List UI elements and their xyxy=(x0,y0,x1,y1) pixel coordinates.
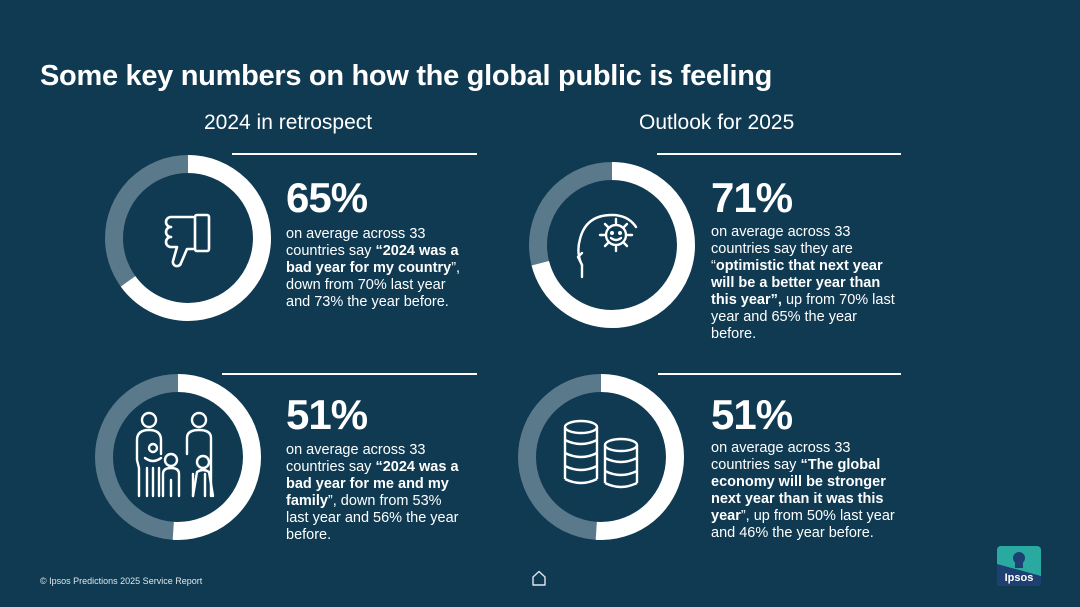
divider-rule xyxy=(657,153,901,155)
percent-value: 71% xyxy=(711,174,793,221)
description-text: before. xyxy=(711,326,757,342)
description-line: last year and 56% the year xyxy=(286,510,459,527)
description-line: bad year for me and my xyxy=(286,476,459,493)
description-line: year”, up from 50% last year xyxy=(711,508,895,525)
description-line: countries say they are xyxy=(711,241,895,258)
donut-chart-economy xyxy=(516,372,686,542)
description-line: before. xyxy=(286,527,459,544)
description-line: and 73% the year before. xyxy=(286,294,460,311)
donut-chart-optimistic xyxy=(527,160,697,330)
description-line: on average across 33 xyxy=(711,440,895,457)
description-line: countries say “The global xyxy=(711,457,895,474)
description-text: down from 70% last year xyxy=(286,277,446,293)
ipsos-logo: Ipsos xyxy=(997,546,1041,586)
description-emphasis: bad year for my country xyxy=(286,260,452,276)
donut-chart-bad-year-country xyxy=(103,153,273,323)
description-text: countries say xyxy=(711,457,801,473)
description-emphasis: family xyxy=(286,493,328,509)
divider-rule xyxy=(658,373,901,375)
description-emphasis: “2024 was a xyxy=(375,243,459,259)
family-icon xyxy=(133,410,223,500)
description-text: last year and 56% the year xyxy=(286,510,459,526)
percent-value: 65% xyxy=(286,174,368,221)
column-heading-retrospect: 2024 in retrospect xyxy=(204,111,373,134)
donut-value-segment xyxy=(105,155,271,321)
card-description: on average across 33 countries say “The g… xyxy=(711,440,895,542)
description-text: ”, up from 50% last year xyxy=(740,508,895,524)
description-text: on average across 33 xyxy=(286,226,426,242)
description-text: countries say they are xyxy=(711,241,853,257)
percent-value: 51% xyxy=(286,391,368,438)
page-title: Some key numbers on how the global publi… xyxy=(40,60,773,92)
description-text: on average across 33 xyxy=(711,440,851,456)
description-line: on average across 33 xyxy=(286,226,460,243)
description-line: bad year for my country”, xyxy=(286,260,460,277)
description-emphasis: will be a better year than xyxy=(711,275,881,291)
description-line: and 46% the year before. xyxy=(711,525,895,542)
card-description: on average across 33 countries say “2024 … xyxy=(286,226,460,311)
description-line: next year than it was this xyxy=(711,491,895,508)
description-line: economy will be stronger xyxy=(711,474,895,491)
description-emphasis: economy will be stronger xyxy=(711,474,886,490)
description-text: ”, down from 53% xyxy=(327,493,442,509)
description-emphasis: bad year for me and my xyxy=(286,476,449,492)
description-line: this year”, up from 70% last xyxy=(711,292,895,309)
coin-stacks-icon xyxy=(561,417,641,497)
description-emphasis: this year”, xyxy=(711,292,782,308)
description-emphasis: “2024 was a xyxy=(375,459,459,475)
thumbs-down-icon xyxy=(153,203,223,273)
donut-value-segment xyxy=(95,374,261,540)
column-heading-outlook: Outlook for 2025 xyxy=(639,111,795,134)
description-text: before. xyxy=(286,527,332,543)
description-line: “optimistic that next year xyxy=(711,258,895,275)
description-text: and 46% the year before. xyxy=(711,525,874,541)
description-text: countries say xyxy=(286,459,376,475)
description-emphasis: optimistic that next year xyxy=(715,258,883,274)
description-line: countries say “2024 was a xyxy=(286,459,459,476)
description-text: up from 70% last xyxy=(781,292,895,308)
description-text: “ xyxy=(711,258,716,274)
description-emphasis: next year than it was this xyxy=(711,491,884,507)
description-line: will be a better year than xyxy=(711,275,895,292)
description-text: ”, xyxy=(451,260,461,276)
description-text: on average across 33 xyxy=(286,442,426,458)
description-emphasis: “The global xyxy=(800,457,881,473)
description-line: on average across 33 xyxy=(286,442,459,459)
description-emphasis: year xyxy=(711,508,741,524)
description-line: family”, down from 53% xyxy=(286,493,459,510)
percent-value: 51% xyxy=(711,391,793,438)
card-description: on average across 33 countries say “2024 … xyxy=(286,442,459,544)
description-text: year and 65% the year xyxy=(711,309,857,325)
footer-copyright: © Ipsos Predictions 2025 Service Report xyxy=(40,576,203,586)
description-line: on average across 33 xyxy=(711,224,895,241)
description-line: down from 70% last year xyxy=(286,277,460,294)
divider-rule xyxy=(222,373,477,375)
description-text: on average across 33 xyxy=(711,224,851,240)
description-text: countries say xyxy=(286,243,376,259)
donut-chart-bad-year-family xyxy=(93,372,263,542)
card-description: on average across 33 countries say they a… xyxy=(711,224,895,343)
description-line: year and 65% the year xyxy=(711,309,895,326)
description-line: countries say “2024 was a xyxy=(286,243,460,260)
optimistic-head-sun-icon xyxy=(572,205,652,285)
home-icon[interactable] xyxy=(530,569,548,587)
donut-value-segment xyxy=(529,162,695,328)
donut-value-segment xyxy=(518,374,684,540)
logo-text: Ipsos xyxy=(1005,572,1034,584)
description-text: and 73% the year before. xyxy=(286,294,449,310)
description-line: before. xyxy=(711,326,895,343)
divider-rule xyxy=(232,153,477,155)
